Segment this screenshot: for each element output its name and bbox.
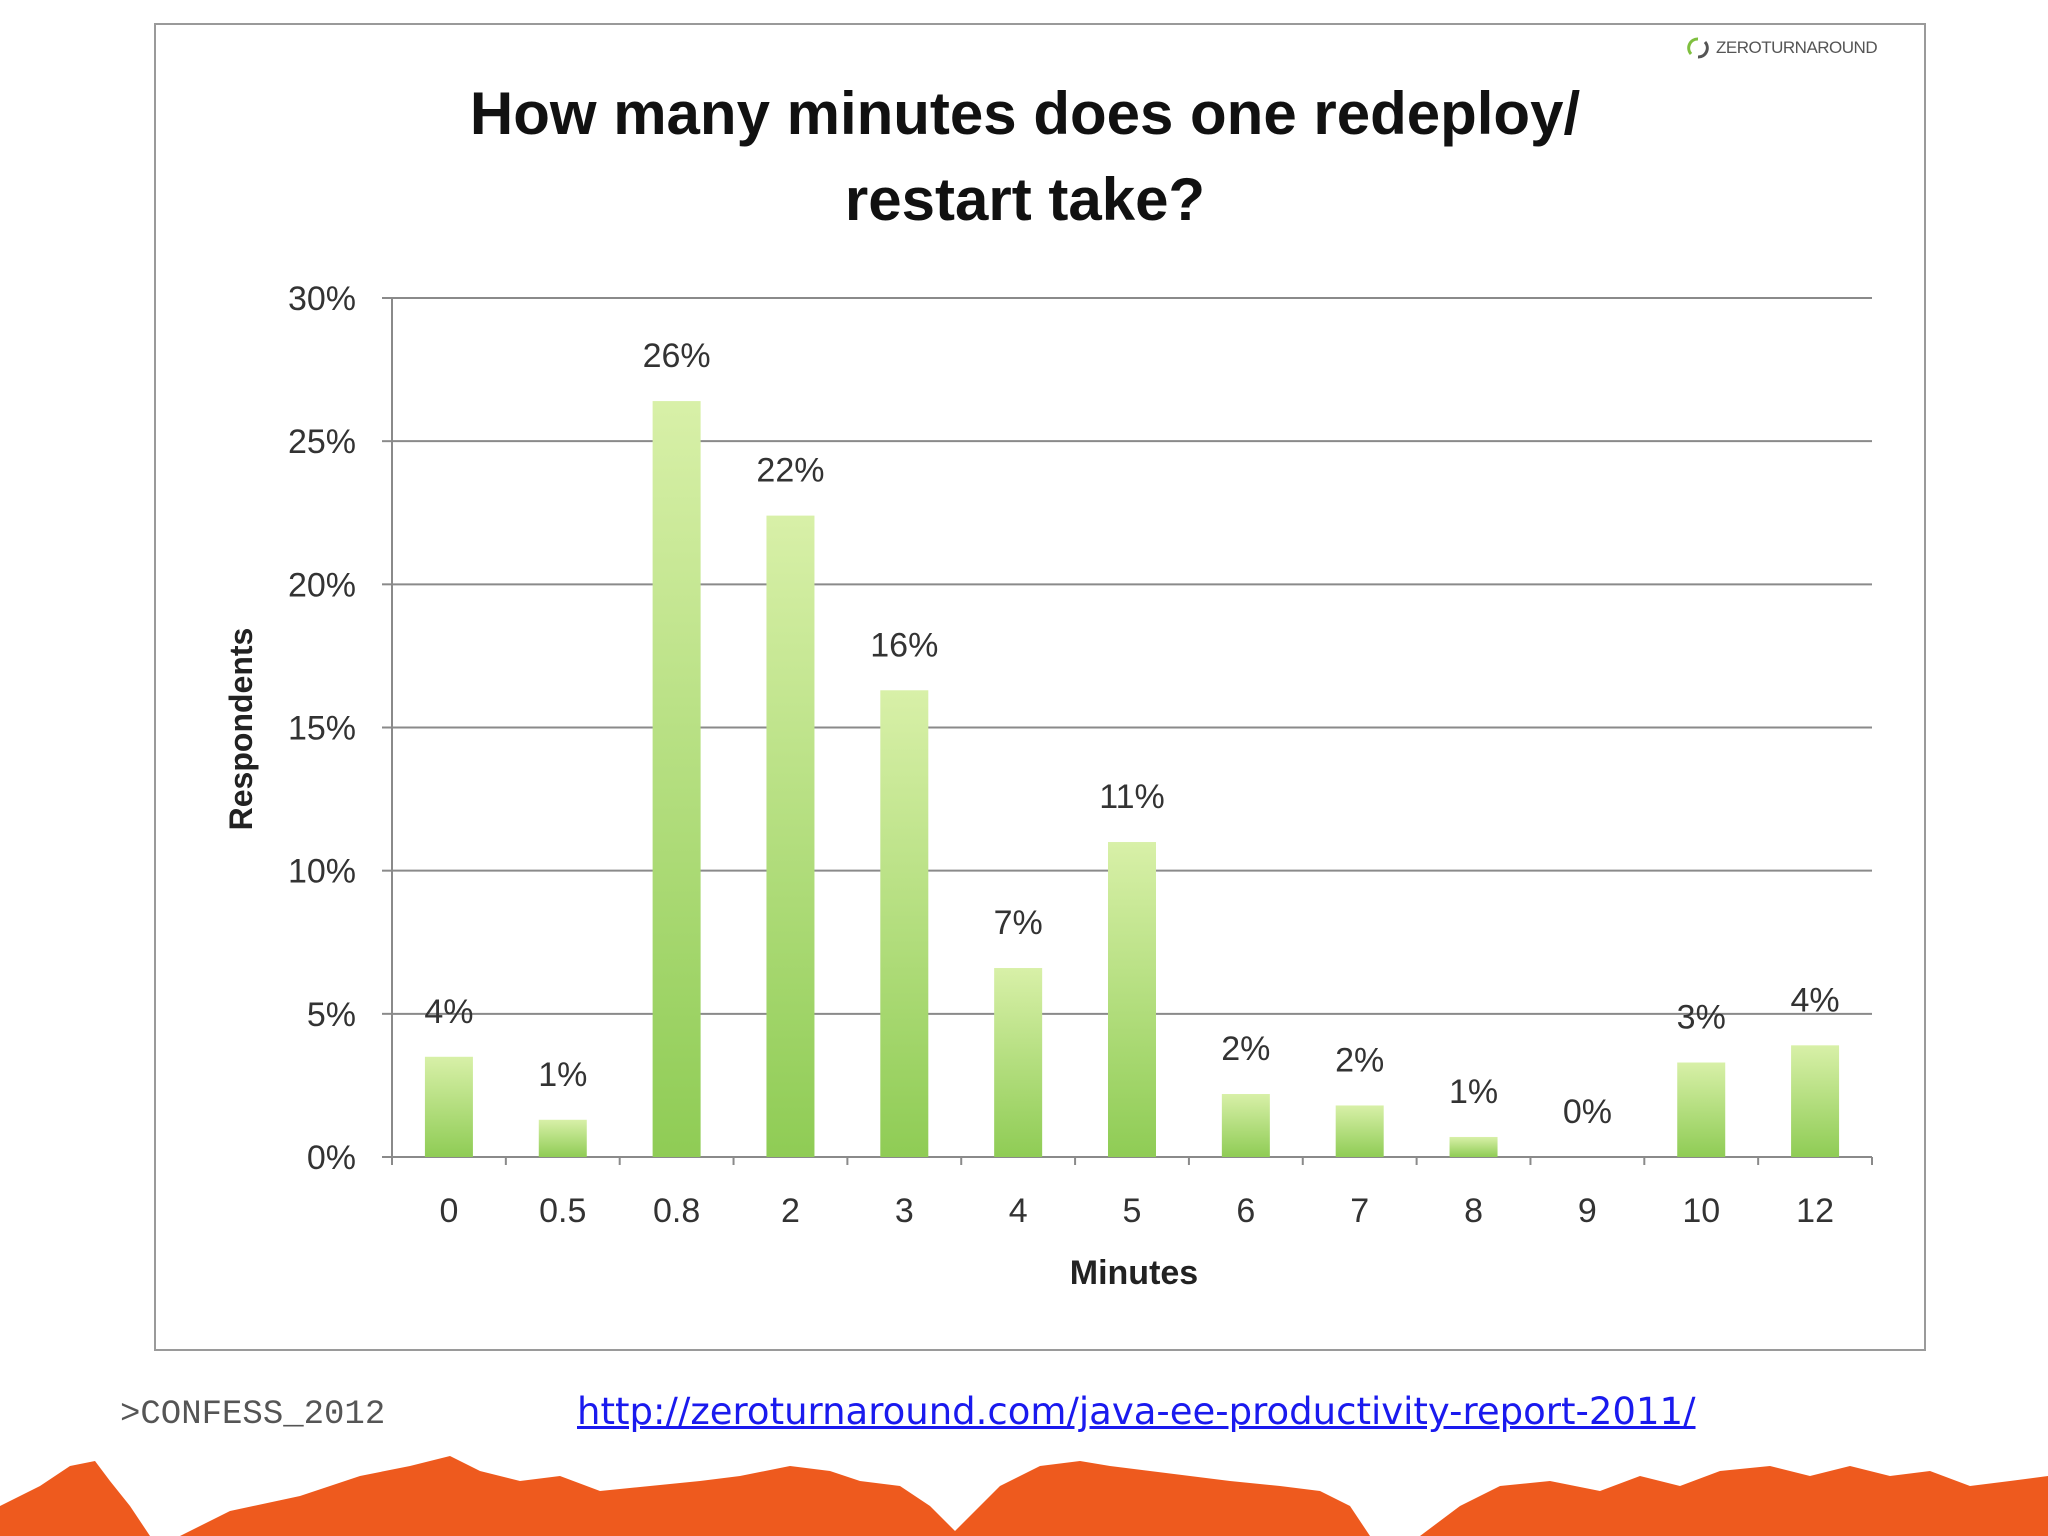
x-tick-label: 12 xyxy=(1796,1192,1834,1230)
bars xyxy=(424,401,1840,1158)
y-tick-label: 20% xyxy=(288,566,356,604)
chart-title-line-2: restart take? xyxy=(845,166,1205,233)
data-labels: 4% 1% 26% 22% 16% 7% 11% 2% 2% 1% 0% 3% 4% xyxy=(424,337,1839,1131)
x-tick-label: 3 xyxy=(895,1192,914,1230)
x-tick-label: 6 xyxy=(1236,1192,1255,1230)
data-label: 1% xyxy=(538,1056,587,1094)
data-label: 0% xyxy=(1563,1093,1612,1131)
x-tick-label: 9 xyxy=(1578,1192,1597,1230)
y-axis-ticks: 0% 5% 10% 15% 20% 25% 30% xyxy=(288,280,1872,1177)
y-tick-label: 25% xyxy=(288,423,356,461)
data-label: 4% xyxy=(424,993,473,1031)
data-label: 26% xyxy=(643,337,711,375)
x-axis-ticks: 0 0.5 0.8 2 3 4 5 6 7 8 9 10 12 xyxy=(391,1157,1873,1230)
x-tick-label: 0.5 xyxy=(539,1192,586,1230)
y-axis-label: Respondents xyxy=(223,628,259,831)
event-name: >CONFESS_2012 xyxy=(120,1396,386,1434)
data-label: 2% xyxy=(1221,1030,1270,1068)
bar xyxy=(994,968,1043,1157)
y-tick-label: 15% xyxy=(288,710,356,748)
bar xyxy=(1791,1045,1840,1157)
chart-title-line-1: How many minutes does one redeploy/ xyxy=(470,80,1581,147)
bar-chart: How many minutes does one redeploy/ rest… xyxy=(223,80,1873,1292)
x-tick-label: 5 xyxy=(1123,1192,1142,1230)
bar xyxy=(1108,842,1156,1157)
brand-name: ZEROTURNAROUND xyxy=(1716,38,1878,57)
data-label: 11% xyxy=(1099,778,1165,816)
y-tick-label: 0% xyxy=(307,1139,356,1177)
bar xyxy=(1449,1136,1498,1157)
bar xyxy=(880,690,929,1157)
data-label: 7% xyxy=(994,904,1043,942)
x-tick-label: 2 xyxy=(781,1192,800,1230)
circle-arrows-icon xyxy=(1687,37,1709,59)
brand-logo-group: ZEROTURNAROUND xyxy=(1686,32,1878,64)
data-label: 2% xyxy=(1335,1041,1384,1079)
bar xyxy=(1677,1062,1726,1157)
y-tick-label: 30% xyxy=(288,280,356,318)
bar xyxy=(424,1056,473,1157)
y-tick-label: 5% xyxy=(307,996,356,1034)
bar xyxy=(538,1119,587,1157)
x-axis-label: Minutes xyxy=(1070,1254,1198,1292)
data-label: 3% xyxy=(1677,999,1726,1037)
bar xyxy=(766,515,815,1157)
gridlines xyxy=(392,297,1872,1015)
bar xyxy=(1221,1094,1270,1157)
bar xyxy=(1335,1105,1384,1157)
data-label: 22% xyxy=(756,452,824,490)
x-tick-label: 8 xyxy=(1464,1192,1483,1230)
x-tick-label: 0.8 xyxy=(653,1192,700,1230)
x-tick-label: 4 xyxy=(1009,1192,1028,1230)
report-link[interactable]: http://zeroturnaround.com/java-ee-produc… xyxy=(577,1390,1696,1433)
x-tick-label: 0 xyxy=(439,1192,458,1230)
mountain-range-icon xyxy=(0,1456,2048,1536)
data-label: 1% xyxy=(1449,1073,1498,1111)
y-tick-label: 10% xyxy=(288,853,356,891)
data-label: 4% xyxy=(1791,981,1840,1019)
x-tick-label: 7 xyxy=(1350,1192,1369,1230)
x-tick-label: 10 xyxy=(1682,1192,1720,1230)
data-label: 16% xyxy=(870,626,938,664)
bar xyxy=(652,401,701,1158)
